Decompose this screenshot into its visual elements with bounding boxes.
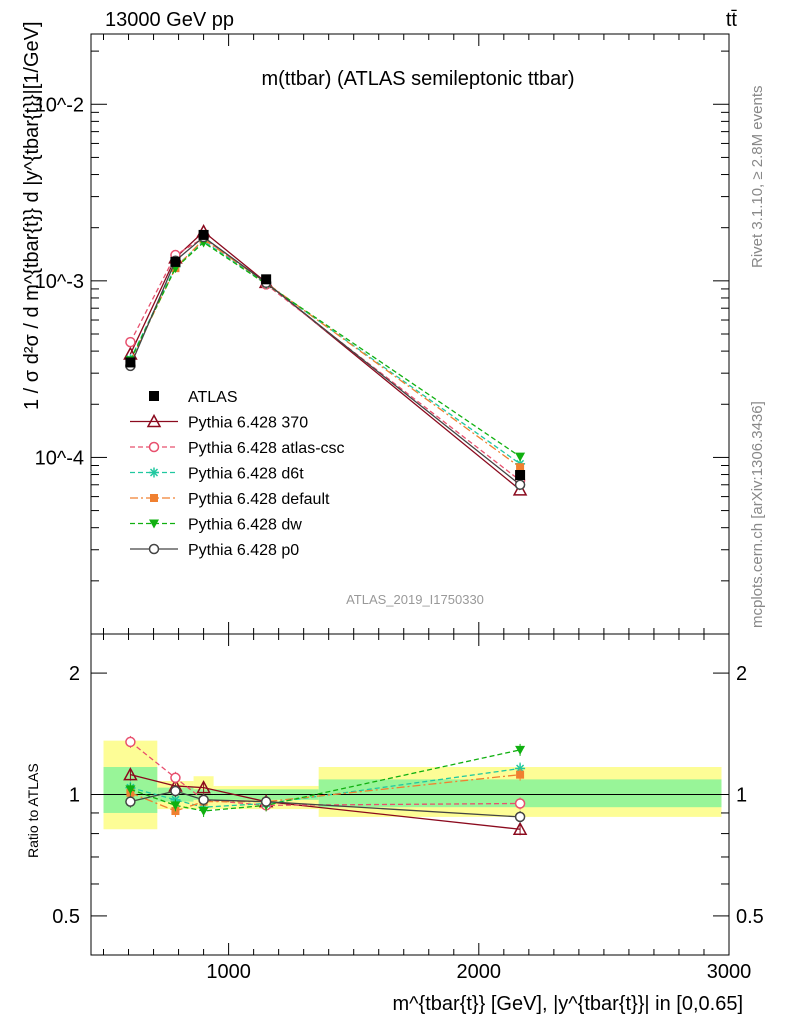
marker-square (170, 256, 181, 267)
ratio-y-tick-label-right: 0.5 (736, 906, 764, 928)
marker-circle (148, 543, 160, 555)
process-label: tt̄ (726, 9, 738, 31)
marker-circle (198, 794, 209, 806)
series-line (129, 238, 521, 468)
marker-square (150, 494, 158, 502)
ratio-y-axis-label: Ratio to ATLAS (25, 763, 41, 858)
x-tick-label: 2000 (457, 961, 502, 983)
marker-square (516, 463, 525, 472)
legend-item: Pythia 6.428 atlas-csc (130, 440, 345, 457)
y-tick-label: 10^-2 (35, 94, 84, 116)
ratio-y-tick-label-right: 1 (736, 785, 747, 807)
marker-square (515, 470, 526, 481)
x-tick-label: 3000 (707, 961, 752, 983)
marker-triangle-down (515, 745, 526, 755)
analysis-label: ATLAS_2019_I1750330 (346, 592, 484, 607)
marker-square (149, 391, 159, 401)
y-tick-label: 10^-4 (35, 447, 84, 469)
marker-circle (514, 811, 526, 823)
marker-square (125, 357, 136, 368)
legend-item: Pythia 6.428 p0 (130, 542, 299, 559)
marker-triangle (146, 413, 162, 428)
marker-circle (260, 796, 272, 807)
legend-item: ATLAS (149, 389, 238, 406)
axes: 1000 2000 3000 10^-2 10^-3 10^-4 0.5 0.5 1 1 2 2 (35, 33, 764, 983)
marker-triangle (512, 821, 528, 836)
main-plot-frame (90, 33, 730, 635)
rivet-version-label: Rivet 3.1.10, ≥ 2.8M events (749, 86, 766, 269)
marker-circle (170, 785, 181, 797)
marker-triangle (196, 780, 211, 794)
y-axis-label: 1 / σ d²σ / d m^{tbar{t}} d |y^{tbar{t}}… (21, 21, 43, 410)
marker-triangle (123, 767, 138, 781)
legend: ATLAS Pythia 6.428 370 Pythia 6.428 atlas-… (130, 389, 345, 559)
legend-label: Pythia 6.428 dw (188, 517, 302, 534)
marker-triangle-down (170, 801, 181, 811)
marker-triangle (512, 482, 528, 496)
ratio-uncertainty-bands (103, 740, 722, 830)
energy-label: 13000 GeV pp (105, 9, 234, 31)
marker-star (149, 467, 159, 478)
ratio-line (130, 741, 521, 806)
legend-item: Pythia 6.428 dw (130, 517, 302, 534)
series-pythia-6-428-370 (123, 224, 528, 836)
legend-label: Pythia 6.428 default (188, 491, 330, 508)
y-tick-label: 10^-3 (35, 271, 84, 293)
x-axis-label: m^{tbar{t}} [GeV], |y^{tbar{t}}| in [0,0… (393, 993, 744, 1015)
marker-triangle-down (125, 785, 136, 795)
marker-triangle-down (515, 452, 526, 462)
marker-circle (514, 798, 526, 809)
chart-title: m(ttbar) (ATLAS semileptonic ttbar) (261, 68, 574, 90)
marker-square (261, 274, 272, 285)
legend-item: Pythia 6.428 d6t (130, 466, 304, 483)
mcplots-label: mcplots.cern.ch [arXiv:1306.3436] (749, 401, 766, 628)
marker-circle (125, 796, 136, 807)
series-pythia-6-428-p0 (125, 231, 526, 823)
legend-label: Pythia 6.428 370 (188, 415, 308, 432)
ratio-y-tick-label-right: 2 (736, 663, 747, 685)
marker-triangle-down (149, 519, 159, 529)
ratio-y-tick-label: 1 (69, 785, 80, 807)
marker-square (516, 770, 525, 779)
legend-label: Pythia 6.428 atlas-csc (188, 440, 345, 457)
legend-item: Pythia 6.428 370 (130, 413, 308, 432)
legend-label: Pythia 6.428 d6t (188, 466, 304, 483)
ratio-line (130, 774, 521, 812)
series-pythia-6-428-d6t (125, 236, 526, 814)
series-atlas (125, 229, 526, 481)
data-series (123, 224, 528, 836)
legend-label: Pythia 6.428 p0 (188, 542, 299, 559)
marker-circle (170, 772, 181, 784)
marker-circle (148, 441, 160, 453)
marker-circle (125, 336, 136, 348)
marker-circle (125, 736, 136, 748)
x-tick-label: 1000 (206, 961, 251, 983)
marker-circle (514, 479, 526, 491)
legend-label: ATLAS (188, 389, 238, 406)
legend-item: Pythia 6.428 default (130, 491, 330, 508)
marker-square (198, 229, 209, 240)
ratio-y-tick-label: 2 (69, 663, 80, 685)
ratio-y-tick-label: 0.5 (52, 906, 80, 928)
series-pythia-6-428-default (126, 235, 525, 818)
marker-triangle-down (198, 807, 209, 817)
series-pythia-6-428-atlas-csc (125, 232, 526, 812)
